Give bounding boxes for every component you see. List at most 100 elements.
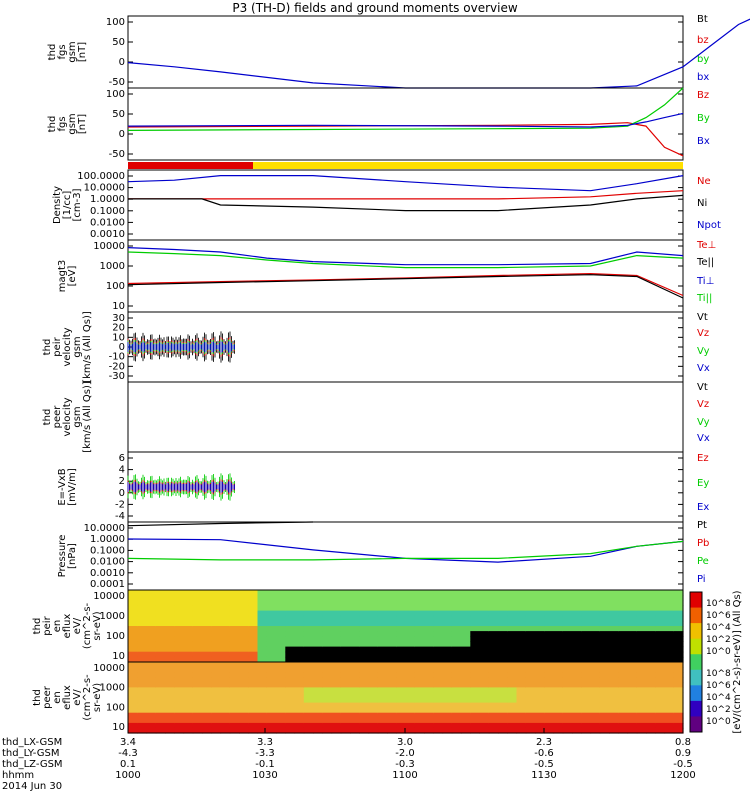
panel-frame [127,169,684,241]
heatmap-cell [664,626,675,632]
heatmap-cell [239,620,249,627]
heatmap-cell [414,610,425,617]
heatmap-cell [387,687,397,694]
heatmap-cell [387,605,397,612]
heatmap-cell [646,722,656,729]
heatmap-cell [498,702,508,709]
heatmap-cell [581,697,592,704]
heatmap-cell [294,600,305,606]
heatmap-cell [350,672,360,678]
heatmap-cell [220,682,231,688]
heatmap-cell [137,677,148,683]
heatmap-cell [368,620,379,627]
velocity-burst-vy [127,339,235,355]
heatmap-cell [377,662,388,668]
heatmap-cell [618,672,629,678]
heatmap-cell [387,702,397,709]
heatmap-cell [424,722,434,729]
heatmap-cell [313,636,323,642]
heatmap-cell [155,590,166,596]
heatmap-cell [636,712,647,719]
heatmap-cell [350,692,360,699]
heatmap-cell [396,727,407,734]
heatmap-cell [627,615,638,622]
heatmap-cell [146,717,157,724]
heatmap-cell [202,707,212,714]
heatmap-cell [322,615,333,622]
heatmap-cell [146,712,157,719]
heatmap-cell [424,692,434,699]
heatmap-cell [313,717,323,724]
heatmap-cell [137,712,148,719]
heatmap-cell [424,636,434,642]
heatmap-cell [414,697,425,704]
heatmap-cell [470,667,481,673]
heatmap-cell [146,682,157,688]
heatmap-cell [572,682,582,688]
xaxis-value: -0.6 [534,748,554,759]
heatmap-cell [470,620,481,627]
heatmap-cell [387,692,397,699]
heatmap-cell [322,595,333,601]
heatmap-cell [257,707,268,714]
heatmap-cell [461,727,471,734]
heatmap-cell [535,626,545,632]
heatmap-cell [507,717,518,724]
heatmap-cell [442,605,453,612]
heatmap-cell [128,631,138,637]
ylabel-line: (cm^2-s- [82,602,93,649]
heatmap-cell [581,667,592,673]
heatmap-cell [470,626,481,632]
heatmap-peir [127,589,684,663]
heatmap-cell [442,697,453,704]
heatmap-cell [294,636,305,642]
heatmap-cell [636,662,647,668]
heatmap-cell [636,667,647,673]
heatmap-cell [331,672,342,678]
ytick-label: 100.0000 [77,171,125,182]
heatmap-cell [581,722,592,729]
heatmap-cell [359,656,370,663]
heatmap-cell [257,662,268,668]
heatmap-cell [470,702,481,709]
ylabel-line: magt3 [57,260,68,293]
heatmap-cell [350,667,360,673]
heatmap-cell [229,687,240,694]
heatmap-cell [562,677,573,683]
heatmap-cell [433,620,444,627]
heatmap-cell [239,641,249,648]
heatmap-cell [396,626,407,632]
heatmap-cell [664,677,675,683]
heatmap-cell [368,697,379,704]
heatmap-cell [414,672,425,678]
heatmap-cell [303,620,314,627]
heatmap-cell [673,697,684,704]
heatmap-cell [322,677,333,683]
heatmap-cell [294,712,305,719]
mode-bar-yellow [253,162,683,169]
heatmap-cell [535,727,545,734]
heatmap-cell [340,595,351,601]
heatmap-cell [137,687,148,694]
heatmap-cell [516,646,527,653]
heatmap-cell [553,600,564,606]
heatmap-cell [572,667,582,673]
ylabel-peer-eflux: thd peer en eflux eV/(cm^2-s-sr-eV) [32,674,103,721]
heatmap-cell [516,620,527,627]
ylabel-fgs-gsm-dsl: thd fgs gsm [nT] [47,113,88,134]
heatmap-cell [664,707,675,714]
heatmap-cell [461,600,471,606]
heatmap-cell [498,656,508,663]
heatmap-cell [405,682,416,688]
heatmap-cell [377,605,388,612]
heatmap-cell [581,610,592,617]
heatmap-cell [331,631,342,637]
heatmap-cell [405,615,416,622]
heatmap-cell [257,626,268,632]
heatmap-cell [359,590,370,596]
heatmap-cell [239,595,249,601]
heatmap-cell [553,615,564,622]
heatmap-cell [303,631,314,637]
heatmap-cell [387,620,397,627]
colorbar-tick: 10^8 [706,599,731,609]
